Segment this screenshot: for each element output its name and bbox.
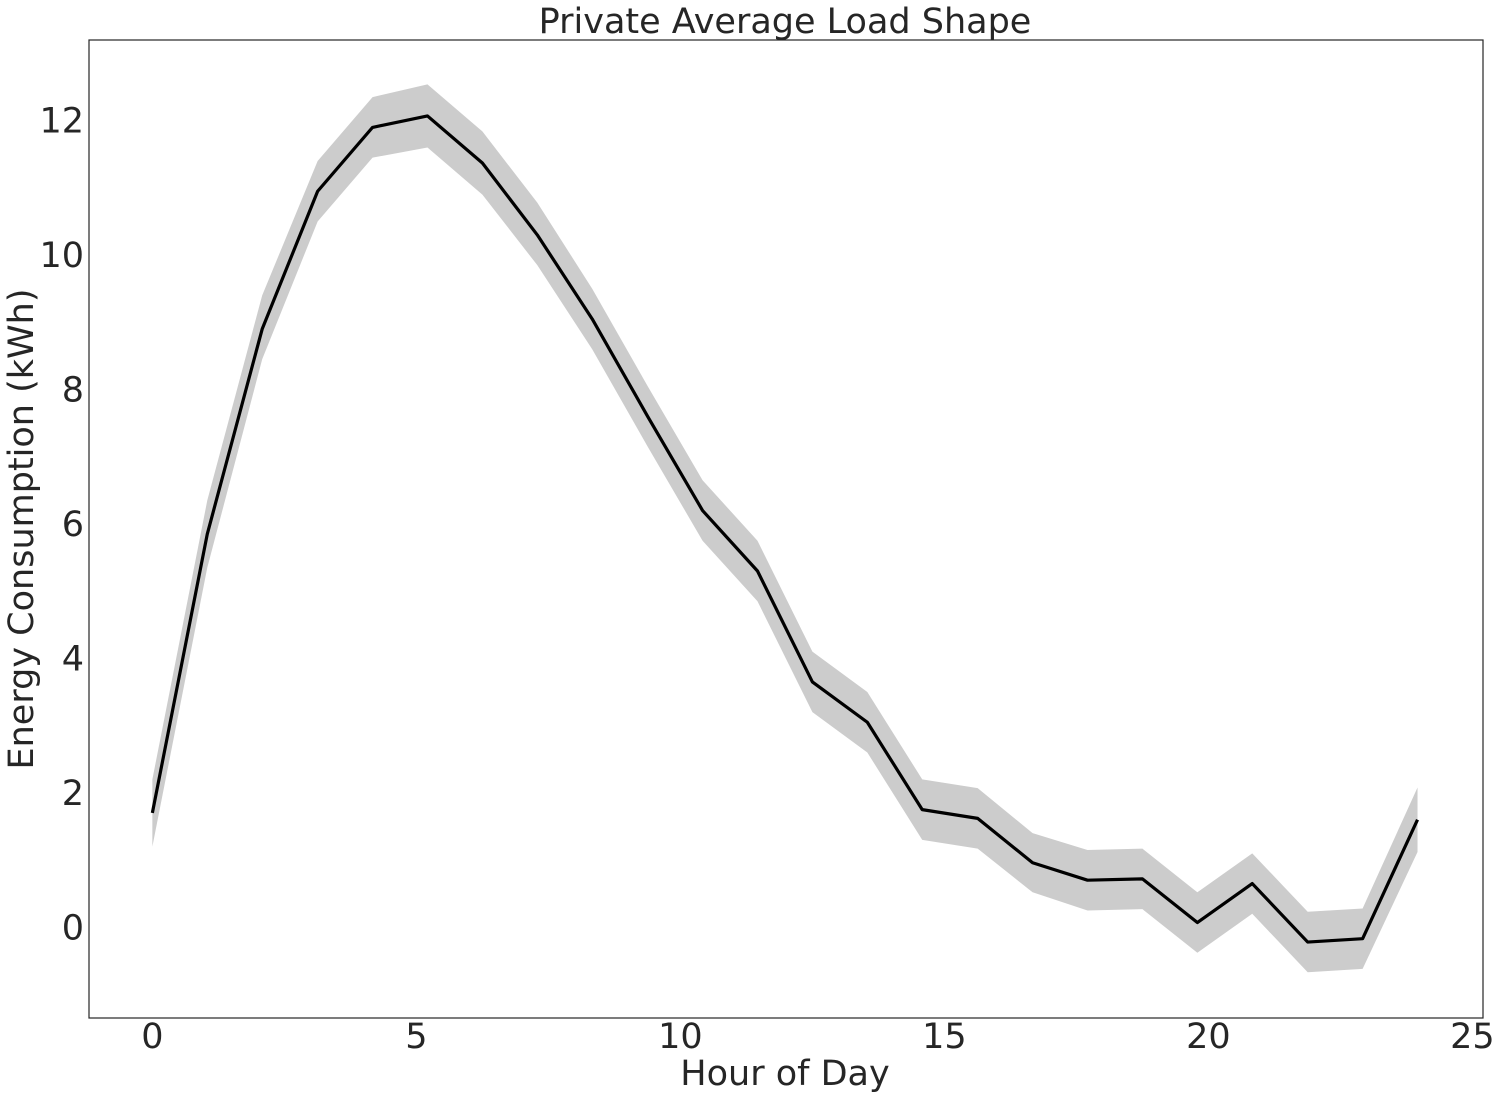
plot-area-frame [88, 39, 1484, 1019]
y-tick-label: 12 [39, 102, 84, 142]
confidence-band-layer [152, 84, 1418, 973]
y-axis-ticks: 0 2 4 6 8 10 12 [39, 102, 84, 949]
x-tick-label: 0 [141, 1017, 163, 1057]
y-tick-label: 2 [62, 774, 84, 814]
x-tick-label: 20 [1186, 1017, 1231, 1057]
x-tick-label: 10 [658, 1017, 703, 1057]
chart-title: Private Average Load Shape [539, 2, 1032, 42]
confidence-band [152, 84, 1418, 973]
x-tick-label: 25 [1450, 1017, 1495, 1057]
x-axis-label: Hour of Day [680, 1054, 889, 1094]
series-line-layer [150, 114, 1419, 944]
y-tick-label: 10 [39, 236, 84, 276]
x-axis-ticks: 0 5 10 15 20 25 [141, 1017, 1494, 1057]
x-tick-label: 5 [405, 1017, 427, 1057]
y-tick-label: 4 [62, 639, 84, 679]
y-tick-label: 0 [62, 908, 84, 948]
y-axis-label: Energy Consumption (kWh) [2, 289, 42, 770]
x-tick-label: 15 [922, 1017, 967, 1057]
y-tick-label: 6 [62, 505, 84, 545]
series-line [150, 114, 1419, 944]
y-tick-label: 8 [62, 371, 84, 411]
